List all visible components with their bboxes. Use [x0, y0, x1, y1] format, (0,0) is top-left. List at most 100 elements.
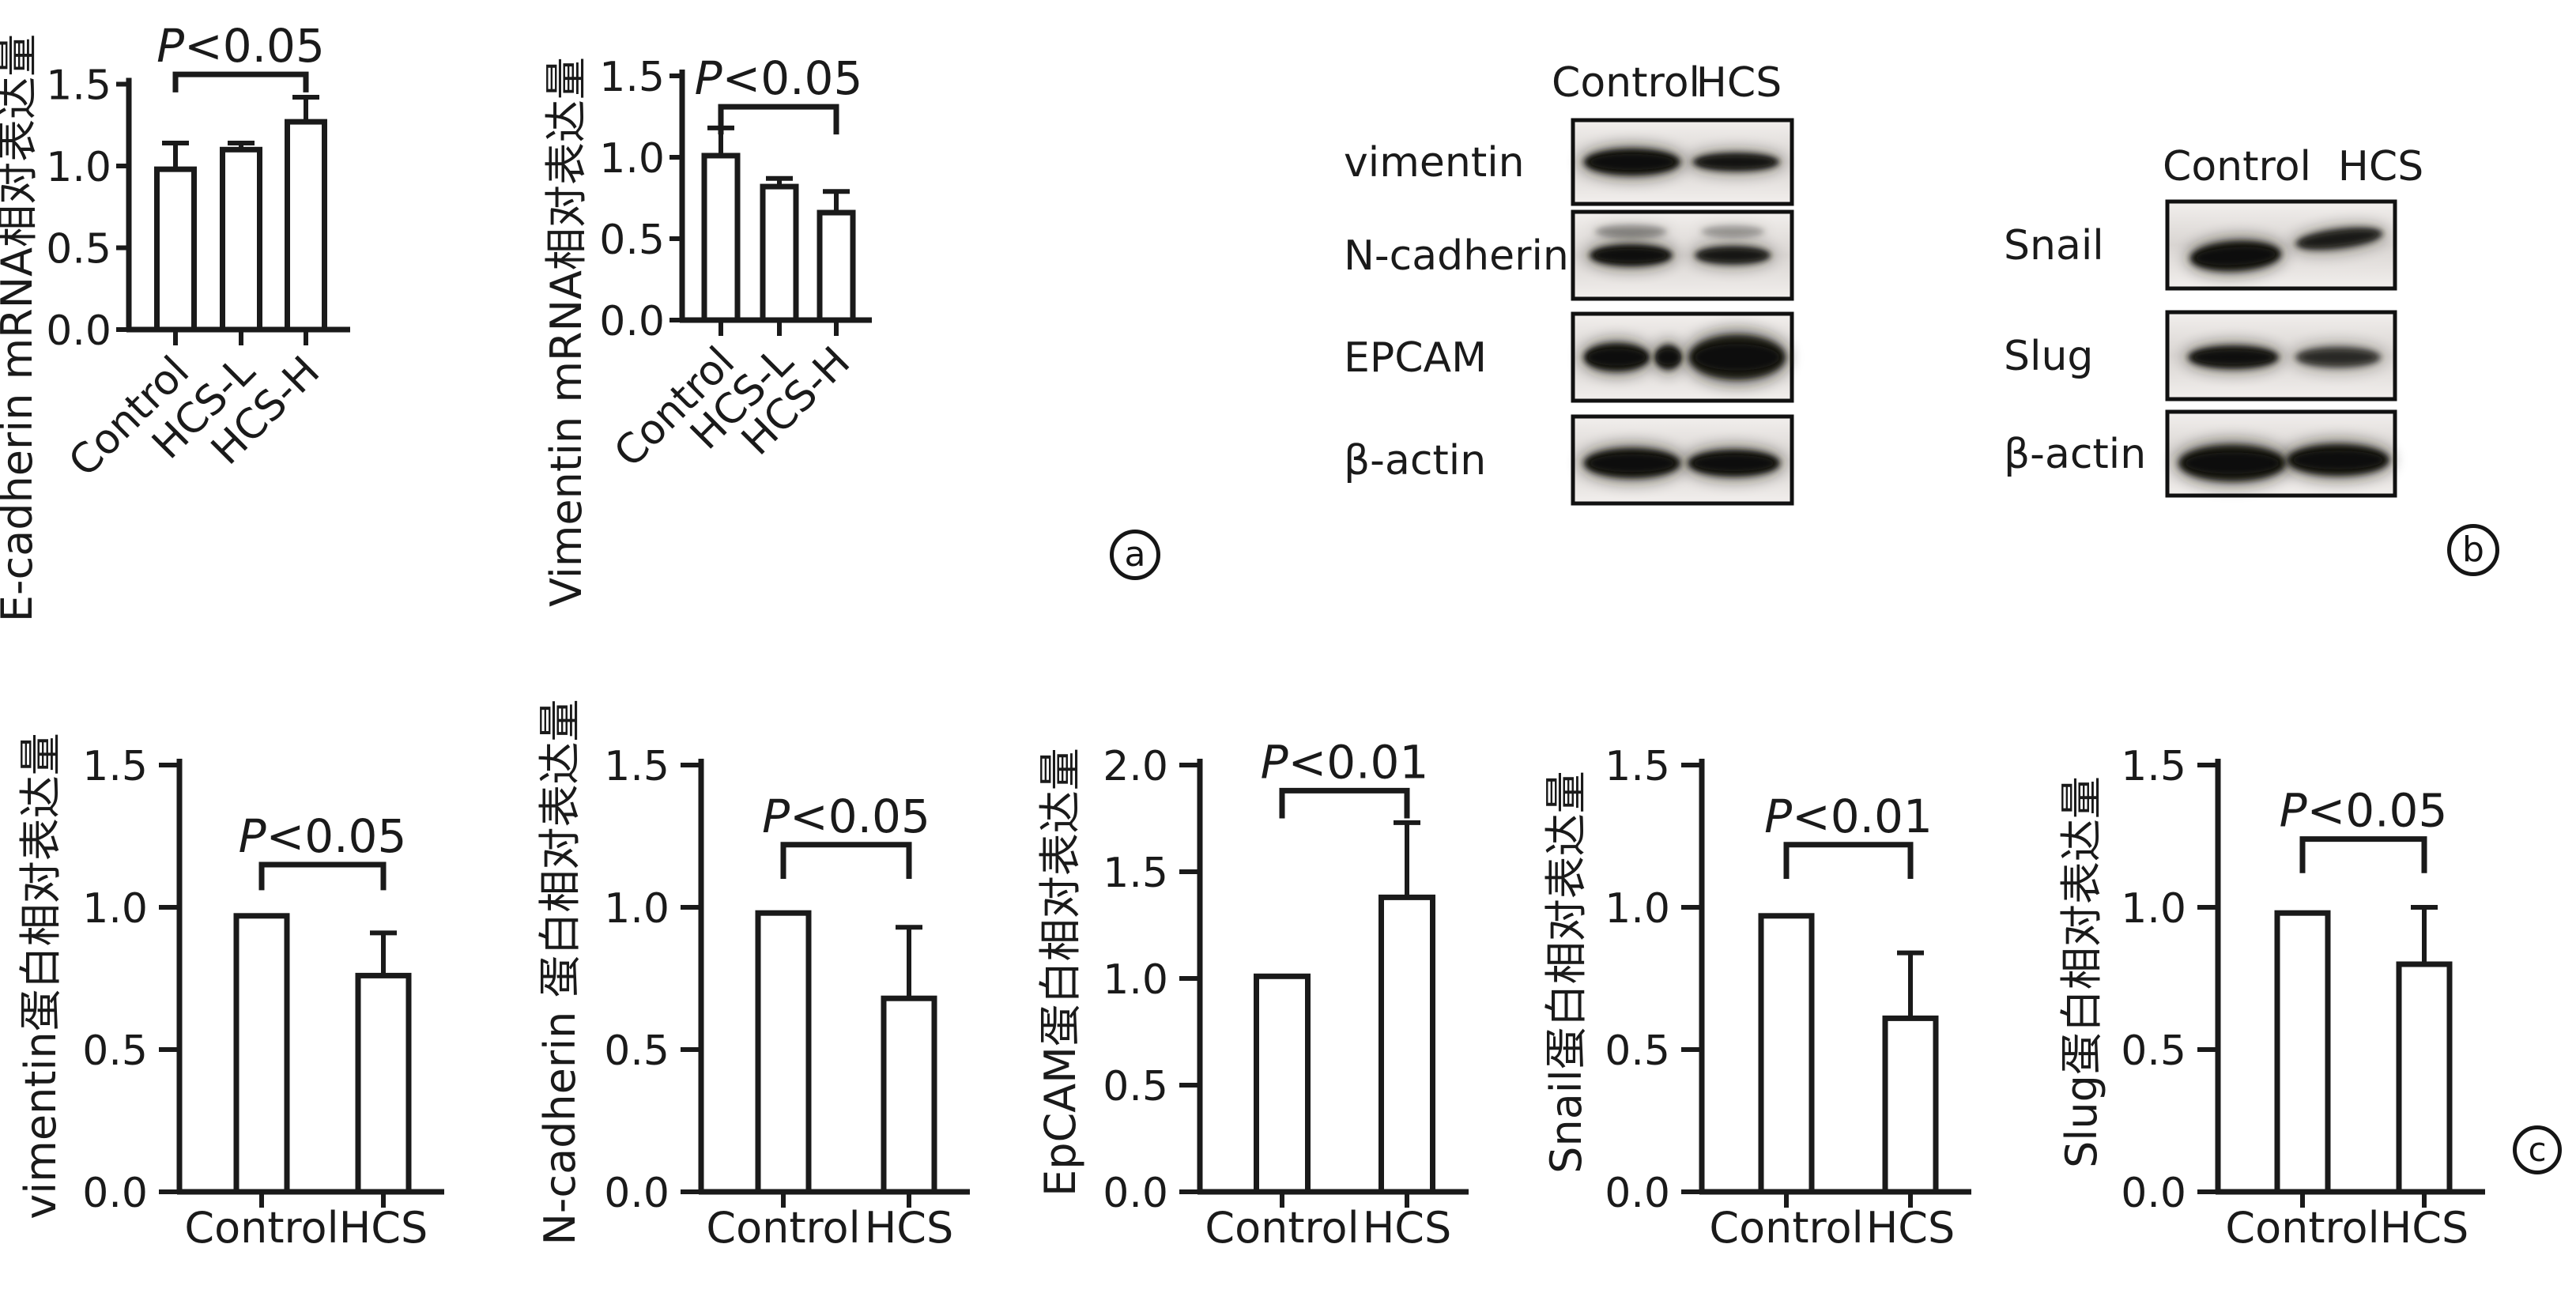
significance-label: P<0.05	[157, 19, 325, 73]
significance-bracket	[258, 861, 387, 891]
bar-control	[1758, 913, 1815, 1195]
significance-bracket	[2299, 836, 2427, 873]
blot-band	[1590, 221, 1672, 242]
y-tick-label: 1.0	[2121, 885, 2186, 933]
y-tick-label: 1.0	[604, 885, 669, 933]
band-core	[1656, 349, 1680, 365]
y-tick-label: 0.5	[599, 217, 665, 264]
y-axis-label: vimentin蛋白相对表达量	[16, 733, 66, 1219]
blot-band	[1586, 240, 1676, 270]
blot-row-label: EPCAM	[1344, 334, 1487, 382]
y-axis-label: Snail蛋白相对表达量	[1541, 771, 1591, 1174]
y-tick-label: 1.0	[1103, 956, 1168, 1004]
significance-label-value: <0.01	[1288, 735, 1429, 789]
significance-label-value: <0.05	[722, 51, 863, 105]
significance-label: P<0.05	[695, 51, 863, 105]
y-tick-label: 0.0	[82, 1170, 148, 1217]
y-axis-label: EpCAM蛋白相对表达量	[1035, 748, 1085, 1197]
significance-label-p: P	[2280, 784, 2307, 838]
chart-ncadherin-protein: N-cadherin 蛋白相对表达量 0.0 0.5 1.0 1.5 Control HCS…	[535, 699, 970, 1253]
x-tick-label: Control	[1205, 1203, 1359, 1253]
chart-ecadherin-mrna: E-cadherin mRNA相对表达量 0.00.51.01.5ControlH…	[0, 19, 350, 622]
x-tick-label: Control	[2225, 1203, 2379, 1253]
blot-band	[1684, 328, 1790, 386]
significance-bracket	[718, 104, 839, 135]
significance-label-p: P	[695, 51, 722, 105]
x-tick-label: HCS	[865, 1203, 954, 1253]
significance-label: P<0.05	[239, 809, 407, 863]
significance-bracket	[780, 842, 912, 879]
y-tick-label: 0.5	[46, 226, 111, 273]
bar-control	[701, 153, 741, 323]
panel-label-b-text: b	[2462, 530, 2484, 570]
y-tick-label: 0.0	[599, 298, 665, 345]
blot-band	[2283, 439, 2393, 481]
blot-row-label: β-actin	[2004, 431, 2146, 478]
y-tick-label: 0.5	[2121, 1027, 2186, 1075]
blot-band	[2291, 342, 2386, 372]
y-tick-label: 0.0	[604, 1170, 669, 1217]
y-tick-label: 0.0	[1103, 1170, 1168, 1217]
y-tick-label: 0.0	[46, 307, 111, 355]
significance-label: P<0.05	[762, 790, 930, 843]
y-axis-label: Vimentin mRNA相对表达量	[541, 57, 591, 607]
y-tick-label: 0.0	[1605, 1170, 1670, 1217]
significance-label-p: P	[1764, 790, 1792, 843]
lane-header-hcs: HCS	[1696, 59, 1782, 107]
blot-band	[2174, 439, 2291, 487]
chart-vimentin-protein: vimentin蛋白相对表达量 0.0 0.5 1.0 1.5 Control HCS P<0…	[16, 733, 444, 1253]
y-axis-label: Slug蛋白相对表达量	[2057, 776, 2106, 1168]
panel-label-b: b	[2447, 524, 2499, 576]
lane-header-control: Control	[1552, 59, 1700, 107]
band-core	[1590, 454, 1675, 473]
significance-label-value: <0.05	[790, 790, 930, 843]
band-core	[1699, 249, 1767, 262]
band-core	[2292, 450, 2384, 469]
band-core	[1703, 227, 1762, 236]
y-tick-label: 1.5	[2121, 743, 2186, 790]
blot-row-label: β-actin	[1344, 437, 1486, 484]
blot-band	[2291, 224, 2387, 254]
band-core	[2195, 247, 2276, 266]
blot-band	[1579, 144, 1684, 180]
bar-hcs	[1379, 894, 1435, 1195]
western-blot-blot-tf: Control HCS Snail Slug β-actin	[2004, 143, 2423, 498]
significance-label-value: <0.01	[1792, 790, 1933, 843]
bar-hcs-h	[817, 209, 856, 323]
chart-slug-protein: Slug蛋白相对表达量 0.0 0.5 1.0 1.5 Control HCS P<0.05	[2057, 743, 2485, 1253]
chart-vimentin-mrna: Vimentin mRNA相对表达量 0.00.51.01.5ControlHCS…	[541, 51, 872, 607]
chart-snail-protein: Snail蛋白相对表达量 0.0 0.5 1.0 1.5 Control HCS P<0.01	[1541, 743, 1971, 1253]
x-tick-label: Control	[184, 1203, 338, 1253]
bar-hcs-l	[760, 183, 799, 323]
panel-label-a-text: a	[1124, 534, 1146, 575]
blot-band	[1697, 222, 1769, 241]
significance-label: P<0.01	[1764, 790, 1933, 843]
x-tick-label: HCS	[339, 1203, 428, 1253]
bar-control	[154, 166, 197, 333]
blot-row-label: Snail	[2004, 222, 2104, 270]
y-tick-label: 0.5	[604, 1027, 669, 1075]
blot-row-label: vimentin	[1344, 139, 1525, 187]
significance-label-p: P	[762, 790, 790, 843]
y-tick-label: 1.5	[604, 743, 669, 790]
lane-header-control: Control	[2163, 143, 2311, 190]
y-tick-label: 1.0	[46, 144, 111, 191]
blot-band	[1654, 341, 1683, 374]
panel-label-c: c	[2513, 1125, 2562, 1174]
y-tick-label: 0.5	[1103, 1063, 1168, 1110]
y-tick-label: 2.0	[1103, 743, 1168, 790]
band-core	[1597, 227, 1664, 236]
band-core	[1590, 153, 1675, 171]
lane-header-hcs: HCS	[2338, 143, 2423, 190]
band-core	[1693, 454, 1775, 472]
significance-bracket	[1279, 787, 1410, 819]
y-tick-label: 0.5	[82, 1027, 148, 1075]
band-core	[2185, 452, 2280, 474]
bar-control	[1254, 973, 1311, 1195]
y-tick-label: 1.5	[1605, 743, 1670, 790]
bar-hcs	[2396, 961, 2453, 1195]
y-tick-label: 1.5	[46, 62, 111, 110]
